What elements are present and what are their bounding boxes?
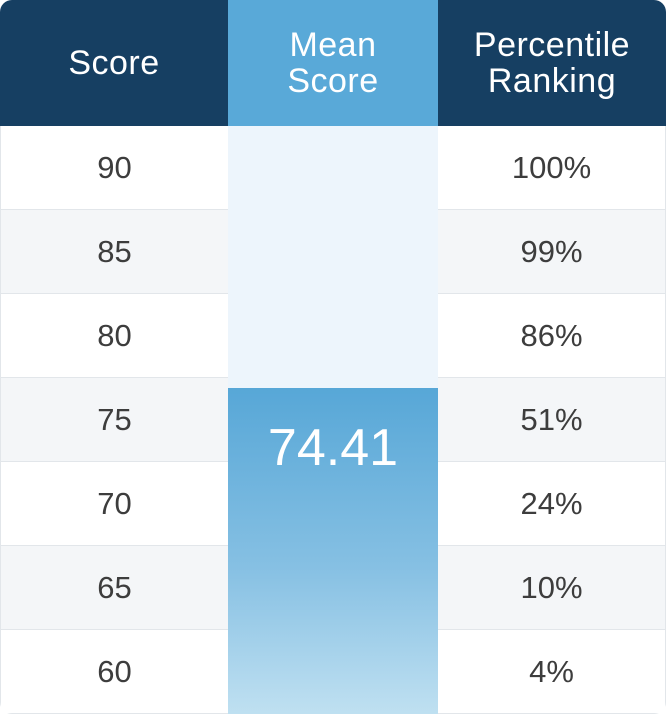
percentile-cell: 100% — [438, 126, 666, 210]
header-score: Score — [0, 0, 228, 126]
percentile-cell: 24% — [438, 462, 666, 546]
header-mean-score: Mean Score — [228, 0, 438, 126]
header-percentile-label: Percentile Ranking — [474, 27, 630, 99]
percentile-cell: 86% — [438, 294, 666, 378]
header-score-label: Score — [68, 44, 160, 82]
table-body: 90 100% 85 99% 80 86% 75 51% 70 24% 65 10% 60 4% — [0, 126, 666, 714]
score-cell: 65 — [0, 546, 228, 630]
header-mean-line-1: Mean — [289, 26, 377, 64]
score-cell: 80 — [0, 294, 228, 378]
header-mean-label: Mean Score — [287, 27, 378, 99]
score-cell: 70 — [0, 462, 228, 546]
table-row: 85 99% — [0, 210, 666, 294]
percentile-cell: 51% — [438, 378, 666, 462]
header-percentile-line-2: Ranking — [487, 62, 617, 100]
table-row: 65 10% — [0, 546, 666, 630]
table-row: 75 51% — [0, 378, 666, 462]
table-row: 90 100% — [0, 126, 666, 210]
header-percentile-line-1: Percentile — [473, 26, 631, 64]
score-cell: 90 — [0, 126, 228, 210]
table-header: Score Mean Score Percentile Ranking — [0, 0, 666, 126]
percentile-cell: 99% — [438, 210, 666, 294]
score-cell: 60 — [0, 630, 228, 714]
table-row: 80 86% — [0, 294, 666, 378]
table-row: 70 24% — [0, 462, 666, 546]
score-cell: 85 — [0, 210, 228, 294]
percentile-cell: 10% — [438, 546, 666, 630]
score-cell: 75 — [0, 378, 228, 462]
mean-score-bar: 74.41 — [228, 387, 438, 714]
mean-score-column: 74.41 — [228, 126, 438, 714]
table-row: 60 4% — [0, 630, 666, 714]
mean-score-value: 74.41 — [267, 418, 399, 477]
header-mean-line-2: Score — [287, 62, 379, 100]
header-percentile-ranking: Percentile Ranking — [438, 0, 666, 126]
percentile-cell: 4% — [438, 630, 666, 714]
